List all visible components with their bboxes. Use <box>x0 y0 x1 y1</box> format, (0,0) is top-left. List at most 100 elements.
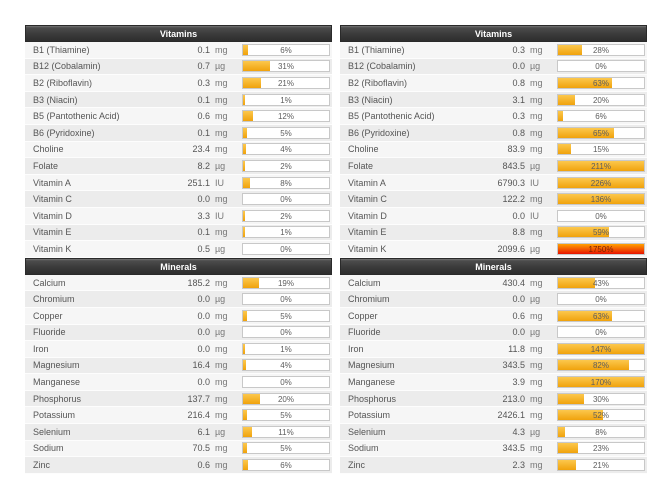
nutrient-row[interactable]: Potassium 2426.1 mg 52% <box>340 407 647 425</box>
percent-label: 1% <box>280 95 292 105</box>
nutrient-row[interactable]: Manganese 3.9 mg 170% <box>340 374 647 391</box>
nutrient-row[interactable]: Calcium 185.2 mg 19% <box>25 274 332 292</box>
nutrient-row[interactable]: B3 (Niacin) 3.1 mg 20% <box>340 91 647 109</box>
nutrient-value: 216.4 <box>187 410 210 421</box>
nutrient-row[interactable]: Chromium 0.0 µg 0% <box>25 291 332 308</box>
nutrient-row[interactable]: Iron 0.0 mg 1% <box>25 341 332 358</box>
nutrient-unit: mg <box>215 44 228 55</box>
nutrient-row[interactable]: B1 (Thiamine) 0.3 mg 28% <box>340 42 647 59</box>
nutrient-value: 0.1 <box>197 94 210 105</box>
nutrient-row[interactable]: Magnesium 343.5 mg 82% <box>340 357 647 375</box>
nutrient-row[interactable]: Calcium 430.4 mg 43% <box>340 274 647 292</box>
nutrient-name: B2 (Riboflavin) <box>348 77 408 88</box>
percent-bar-fill <box>558 227 609 238</box>
percent-bar: 21% <box>557 459 645 472</box>
nutrient-row[interactable]: B12 (Cobalamin) 0.7 µg 31% <box>25 58 332 76</box>
percent-bar-fill <box>243 277 260 288</box>
nutrient-unit: mg <box>530 227 543 238</box>
nutrient-name: B5 (Pantothenic Acid) <box>348 111 435 122</box>
nutrient-row[interactable]: Sodium 70.5 mg 5% <box>25 440 332 458</box>
nutrient-name: Selenium <box>348 426 386 437</box>
nutrient-row[interactable]: Vitamin D 3.3 IU 2% <box>25 207 332 225</box>
nutrient-name: Choline <box>33 144 64 155</box>
percent-label: 8% <box>280 178 292 188</box>
nutrient-row[interactable]: Selenium 4.3 µg 8% <box>340 424 647 441</box>
nutrient-value: 70.5 <box>192 443 210 454</box>
nutrient-row[interactable]: Sodium 343.5 mg 23% <box>340 440 647 458</box>
percent-bar-fill <box>243 426 253 437</box>
percent-label: 11% <box>278 427 294 437</box>
nutrient-row[interactable]: Manganese 0.0 mg 0% <box>25 374 332 391</box>
percent-label: 4% <box>280 145 292 155</box>
percent-bar-fill <box>558 426 565 437</box>
nutrient-value: 11.8 <box>508 343 525 354</box>
nutrient-row[interactable]: Vitamin C 0.0 mg 0% <box>25 191 332 208</box>
percent-label: 21% <box>277 78 294 88</box>
nutrient-name: Potassium <box>33 410 76 421</box>
vitamins-section: Vitamins B1 (Thiamine) 0.1 mg 6% B12 (Co… <box>25 25 332 258</box>
percent-bar: 0% <box>242 242 330 255</box>
percent-label: 0% <box>280 378 292 388</box>
nutrient-unit: mg <box>215 460 228 471</box>
nutrient-row[interactable]: Vitamin E 8.8 mg 59% <box>340 224 647 242</box>
nutrient-row[interactable]: B1 (Thiamine) 0.1 mg 6% <box>25 42 332 59</box>
nutrient-row[interactable]: Zinc 2.3 mg 21% <box>340 457 647 474</box>
nutrient-row[interactable]: Zinc 0.6 mg 6% <box>25 457 332 474</box>
nutrient-row[interactable]: Copper 0.6 mg 63% <box>340 307 647 325</box>
nutrient-row[interactable]: B5 (Pantothenic Acid) 0.6 mg 12% <box>25 108 332 125</box>
nutrient-row[interactable]: Folate 8.2 µg 2% <box>25 158 332 175</box>
nutrient-value: 3.1 <box>512 94 525 105</box>
vitamins-section: Vitamins B1 (Thiamine) 0.3 mg 28% B12 (C… <box>340 25 647 258</box>
nutrient-row[interactable]: Potassium 216.4 mg 5% <box>25 407 332 425</box>
nutrient-row[interactable]: Magnesium 16.4 mg 4% <box>25 357 332 375</box>
percent-bar: 20% <box>557 93 645 106</box>
percent-bar-fill <box>243 410 248 421</box>
percent-label: 0% <box>280 328 292 338</box>
nutrient-row[interactable]: Copper 0.0 mg 5% <box>25 307 332 325</box>
percent-bar-fill <box>243 160 245 171</box>
nutrient-row[interactable]: B2 (Riboflavin) 0.3 mg 21% <box>25 75 332 92</box>
nutrient-row[interactable]: Choline 83.9 mg 15% <box>340 141 647 159</box>
nutrient-unit: mg <box>215 310 228 321</box>
nutrient-value: 0.3 <box>197 77 210 88</box>
nutrient-row[interactable]: Vitamin A 251.1 IU 8% <box>25 174 332 192</box>
nutrient-row[interactable]: Choline 23.4 mg 4% <box>25 141 332 159</box>
percent-bar-fill <box>243 360 247 371</box>
nutrient-row[interactable]: Selenium 6.1 µg 11% <box>25 424 332 441</box>
percent-label: 147% <box>590 344 612 354</box>
nutrient-row[interactable]: Phosphorus 137.7 mg 20% <box>25 390 332 408</box>
percent-bar-fill <box>558 377 644 388</box>
nutrient-name: Calcium <box>348 277 381 288</box>
nutrient-unit: mg <box>215 194 228 205</box>
nutrient-row[interactable]: B12 (Cobalamin) 0.0 µg 0% <box>340 58 647 76</box>
nutrient-row[interactable]: Chromium 0.0 µg 0% <box>340 291 647 308</box>
nutrient-row[interactable]: B6 (Pyridoxine) 0.1 mg 5% <box>25 124 332 142</box>
nutrient-row[interactable]: B3 (Niacin) 0.1 mg 1% <box>25 91 332 109</box>
percent-bar-fill <box>243 460 249 471</box>
nutrient-row[interactable]: Vitamin D 0.0 IU 0% <box>340 207 647 225</box>
percent-bar: 31% <box>242 60 330 73</box>
nutrient-row[interactable]: Fluoride 0.0 µg 0% <box>25 324 332 342</box>
nutrient-rows: Calcium 430.4 mg 43% Chromium 0.0 µg 0% … <box>340 274 647 474</box>
nutrient-row[interactable]: B6 (Pyridoxine) 0.8 mg 65% <box>340 124 647 142</box>
percent-bar: 5% <box>242 409 330 422</box>
percent-bar-fill <box>243 94 245 105</box>
percent-bar-fill <box>243 210 245 221</box>
nutrient-row[interactable]: Phosphorus 213.0 mg 30% <box>340 390 647 408</box>
nutrient-value: 0.0 <box>197 343 210 354</box>
section-header: Vitamins <box>340 25 647 42</box>
nutrient-row[interactable]: Fluoride 0.0 µg 0% <box>340 324 647 342</box>
nutrient-row[interactable]: Vitamin A 6790.3 IU 226% <box>340 174 647 192</box>
nutrient-name: B5 (Pantothenic Acid) <box>33 111 120 122</box>
nutrient-row[interactable]: Folate 843.5 µg 211% <box>340 158 647 175</box>
nutrient-row[interactable]: Vitamin K 0.5 µg 0% <box>25 241 332 258</box>
nutrient-row[interactable]: Vitamin E 0.1 mg 1% <box>25 224 332 242</box>
percent-label: 0% <box>280 195 292 205</box>
nutrient-row[interactable]: Vitamin K 2099.6 µg 1750% <box>340 241 647 258</box>
nutrient-row[interactable]: B2 (Riboflavin) 0.8 mg 63% <box>340 75 647 92</box>
nutrient-row[interactable]: Vitamin C 122.2 mg 136% <box>340 191 647 208</box>
nutrient-row[interactable]: B5 (Pantothenic Acid) 0.3 mg 6% <box>340 108 647 125</box>
nutrient-name: Folate <box>348 160 374 171</box>
percent-label: 63% <box>592 311 609 321</box>
nutrient-row[interactable]: Iron 11.8 mg 147% <box>340 341 647 358</box>
